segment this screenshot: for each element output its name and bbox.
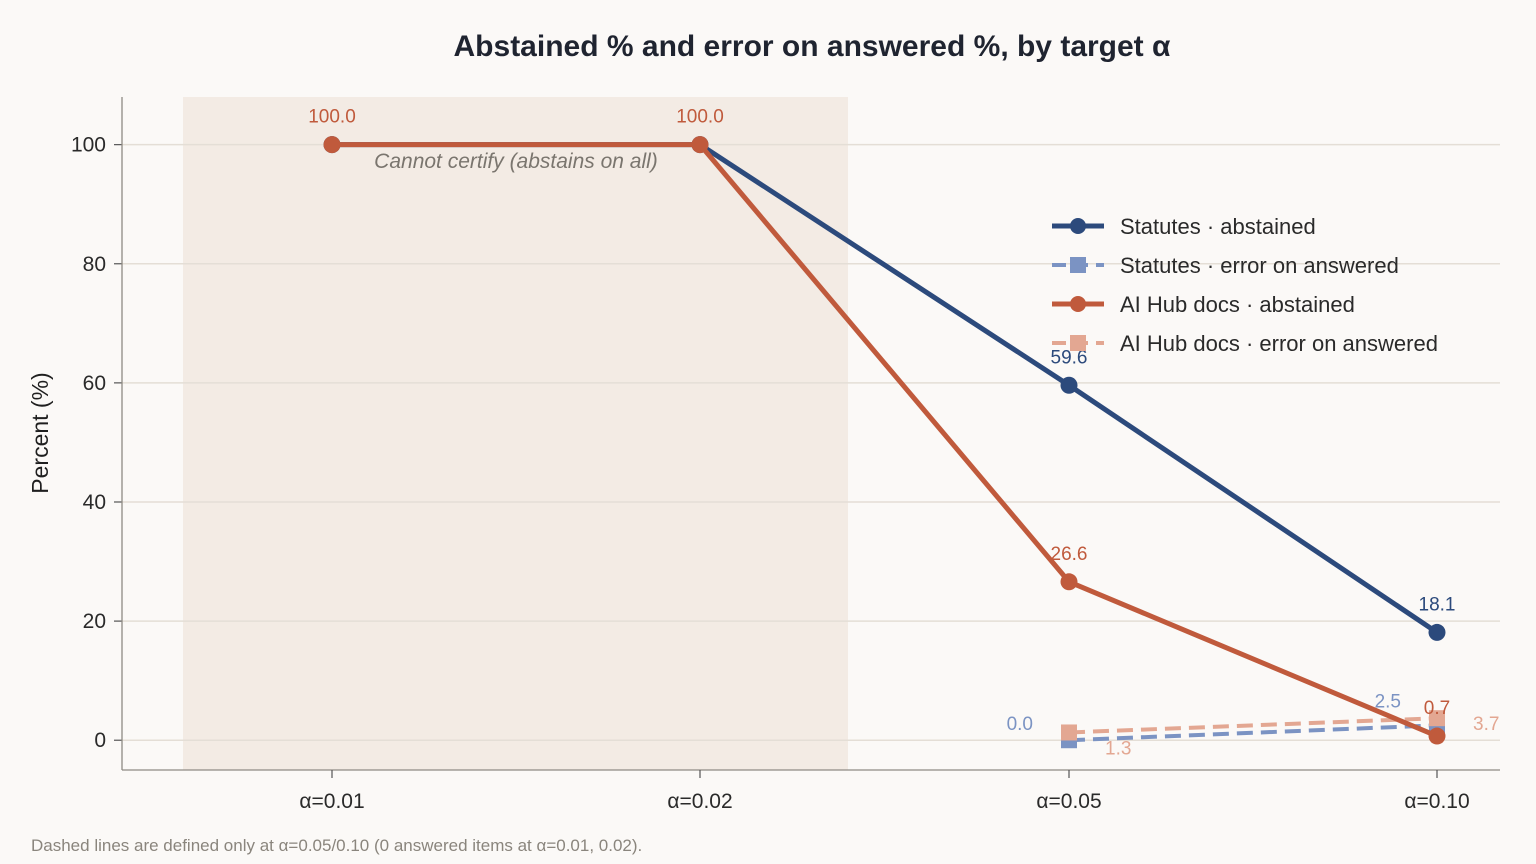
legend-marker (1070, 296, 1086, 312)
data-point (691, 136, 709, 154)
legend-marker (1070, 218, 1086, 234)
data-label: 3.7 (1473, 714, 1499, 735)
series-line (1068, 716, 1438, 735)
series-line (1068, 723, 1438, 743)
legend-marker (1070, 257, 1086, 273)
series-line (332, 142, 1438, 739)
y-tick-label: 100 (71, 134, 106, 157)
x-tick-label: α=0.02 (667, 790, 732, 813)
data-label: 100.0 (676, 107, 724, 128)
shaded-region-annotation: Cannot certify (abstains on all) (374, 150, 658, 173)
plot-area: 0 20 40 60 80 100 α=0.01 α=0.02 α=0.05 α=0.10 Cann… (71, 97, 1500, 813)
x-tick-label: α=0.05 (1036, 790, 1101, 813)
data-label: 1.3 (1105, 738, 1131, 759)
footnote: Dashed lines are defined only at α=0.05/… (31, 836, 642, 855)
data-label: 0.0 (1007, 714, 1033, 735)
data-label: 0.7 (1424, 698, 1450, 719)
data-point (323, 136, 341, 154)
y-tick-label: 20 (83, 610, 106, 633)
legend-entry: AI Hub docs · abstained (1120, 292, 1355, 317)
data-point (1429, 710, 1445, 727)
data-label: 100.0 (308, 107, 356, 128)
data-point (1428, 623, 1446, 641)
data-label: 59.6 (1051, 347, 1088, 368)
legend-entry: AI Hub docs · error on answered (1120, 331, 1438, 356)
data-point (1061, 724, 1077, 741)
data-point (1060, 573, 1078, 591)
legend-marker (1070, 335, 1086, 351)
y-tick-label: 0 (94, 729, 106, 752)
shaded-region (183, 97, 848, 770)
data-point (1428, 727, 1446, 745)
data-label: 2.5 (1375, 691, 1401, 712)
x-tick-label: α=0.10 (1404, 790, 1469, 813)
chart-title: Abstained % and error on answered %, by … (454, 30, 1171, 63)
y-tick-label: 40 (83, 491, 106, 514)
x-tick-label: α=0.01 (299, 790, 364, 813)
y-tick-label: 60 (83, 372, 106, 395)
legend-entry: Statutes · error on answered (1120, 253, 1399, 278)
data-point (1060, 376, 1078, 394)
data-label: 26.6 (1051, 544, 1088, 565)
legend-entry: Statutes · abstained (1120, 214, 1316, 239)
y-tick-label: 80 (83, 253, 106, 276)
data-label: 18.1 (1419, 594, 1456, 615)
y-axis-label: Percent (%) (27, 372, 53, 493)
